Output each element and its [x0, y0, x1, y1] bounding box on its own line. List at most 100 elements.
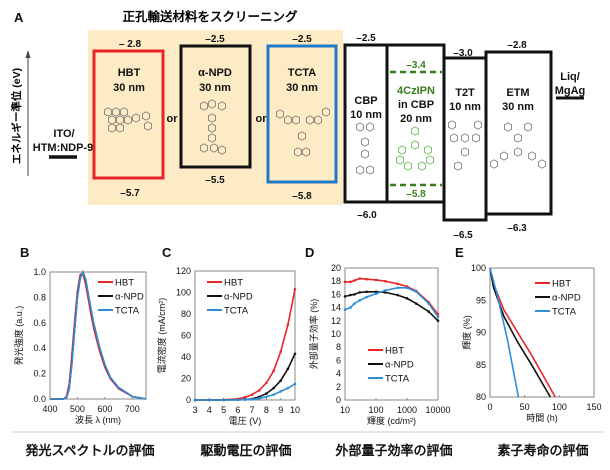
panel-label-e: E	[455, 245, 464, 260]
x-tick-label: 10000	[425, 405, 450, 415]
y-tick-label: 0.2	[33, 369, 46, 379]
tcta-thickness: 30 nm	[286, 82, 318, 94]
ring-shape	[528, 151, 536, 161]
data-point	[250, 398, 254, 401]
data-point	[265, 381, 268, 385]
4czipn-molecule-icon	[395, 126, 435, 171]
ring-shape	[207, 113, 217, 123]
data-point	[250, 393, 254, 396]
data-point	[384, 279, 387, 283]
cbp-molecule-icon	[355, 122, 375, 175]
data-point	[293, 287, 297, 291]
4czipn-thickness: 20 nm	[400, 113, 432, 125]
4czipn-homo: –5.8	[406, 189, 426, 200]
etm-homo: –6.3	[507, 223, 527, 234]
ring-shape	[108, 123, 116, 133]
alpha-npd-molecule-icon	[199, 99, 227, 155]
legend-label: α-NPD	[115, 292, 144, 303]
t2t-thickness: 10 nm	[449, 101, 481, 113]
y-tick-label: 85	[476, 360, 486, 370]
x-tick-label: 6	[235, 405, 240, 415]
x-axis-label: 時間 (h)	[526, 413, 558, 423]
data-point	[343, 280, 347, 284]
chart-b: B 0.0 0.2 0.4 0.6 0.8 1.0 400 500 600 700 波長 λ (nm)…	[13, 245, 147, 425]
data-point	[257, 397, 261, 400]
ring-shape	[365, 122, 375, 132]
ring-shape	[207, 123, 217, 133]
etm-thickness: 30 nm	[502, 101, 534, 113]
data-point	[243, 396, 247, 399]
ring-shape	[410, 140, 420, 150]
layer-etm-box	[484, 50, 553, 216]
data-point	[396, 293, 399, 297]
panel-label-a: A	[14, 10, 24, 25]
y-tick-label: 0	[336, 395, 341, 405]
data-point	[265, 392, 268, 395]
x-tick-label: 5	[221, 405, 226, 415]
caption-lifetime: 素子寿命の評価	[497, 443, 588, 458]
ring-shape	[143, 121, 153, 131]
data-point	[365, 277, 368, 281]
x-tick-label: 50	[520, 402, 530, 412]
anode-label-2: HTM:NDP-9	[33, 142, 94, 154]
anode-label-1: ITO/	[53, 128, 74, 140]
ring-shape	[283, 115, 293, 125]
etm-molecule-icon	[489, 122, 546, 169]
y-tick-label: 0.0	[33, 394, 46, 404]
cbp-lumo: –2.5	[356, 33, 376, 44]
y-tick-label: 100	[176, 288, 191, 298]
energy-axis: エネルギー準位 (eV)	[10, 50, 31, 176]
legend-label: TCTA	[224, 306, 249, 317]
tcta-molecule-icon	[275, 107, 331, 157]
4czipn-lumo: –3.4	[406, 60, 426, 71]
y-tick-label: 90	[476, 328, 486, 338]
x-tick-label: 100	[368, 405, 383, 415]
x-tick-label: 4	[207, 405, 212, 415]
ring-shape	[209, 143, 219, 153]
x-axis-label: 電圧 (V)	[229, 416, 262, 426]
data-point	[436, 315, 440, 319]
data-point	[236, 398, 240, 402]
legend-label: TCTA	[552, 307, 577, 318]
ring-shape	[131, 113, 141, 123]
caption-spectrum: 発光スペクトルの評価	[24, 443, 154, 458]
data-point	[272, 369, 275, 373]
x-tick-label: 10	[290, 405, 300, 415]
x-tick-label: 3	[192, 405, 197, 415]
ring-shape	[425, 155, 435, 165]
ring-shape	[124, 115, 133, 125]
legend-label: HBT	[552, 279, 571, 290]
ring-shape	[141, 111, 151, 121]
y-tick-label: 0.8	[33, 292, 46, 302]
x-tick-label: 100	[552, 402, 567, 412]
y-axis-label: 電流密度 (mA/cm²)	[156, 298, 167, 374]
panel-label-d: D	[305, 245, 314, 260]
alpha-npd-homo: –5.5	[205, 175, 225, 186]
plot-area	[194, 270, 296, 401]
4czipn-name: 4CzIPN	[397, 85, 435, 97]
ring-shape	[524, 122, 532, 132]
data-point	[286, 323, 290, 327]
data-point	[415, 290, 418, 294]
ring-shape	[207, 133, 217, 143]
tcta-lumo: –2.5	[292, 34, 312, 45]
ring-shape	[116, 123, 124, 133]
panel-label-b: B	[20, 245, 29, 260]
alpha-npd-lumo: –2.5	[205, 34, 225, 45]
data-point	[374, 278, 378, 282]
x-tick-label: 9	[278, 405, 283, 415]
ring-shape	[460, 147, 470, 157]
legend-label: α-NPD	[385, 360, 414, 371]
data-point	[222, 398, 225, 402]
ring-shape	[217, 101, 227, 111]
data-point	[193, 398, 197, 402]
series-line-npd	[489, 267, 551, 398]
legend-label: α-NPD	[552, 293, 581, 304]
panel-label-c: C	[162, 245, 172, 260]
data-point	[436, 319, 440, 323]
ring-shape	[410, 126, 420, 136]
ring-shape	[355, 122, 365, 132]
data-point	[365, 290, 368, 294]
x-tick-label: 500	[70, 404, 85, 414]
